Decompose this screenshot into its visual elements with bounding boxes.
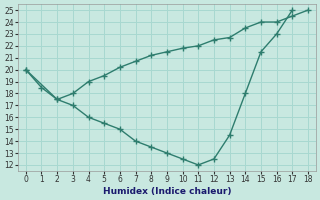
X-axis label: Humidex (Indice chaleur): Humidex (Indice chaleur): [103, 187, 231, 196]
